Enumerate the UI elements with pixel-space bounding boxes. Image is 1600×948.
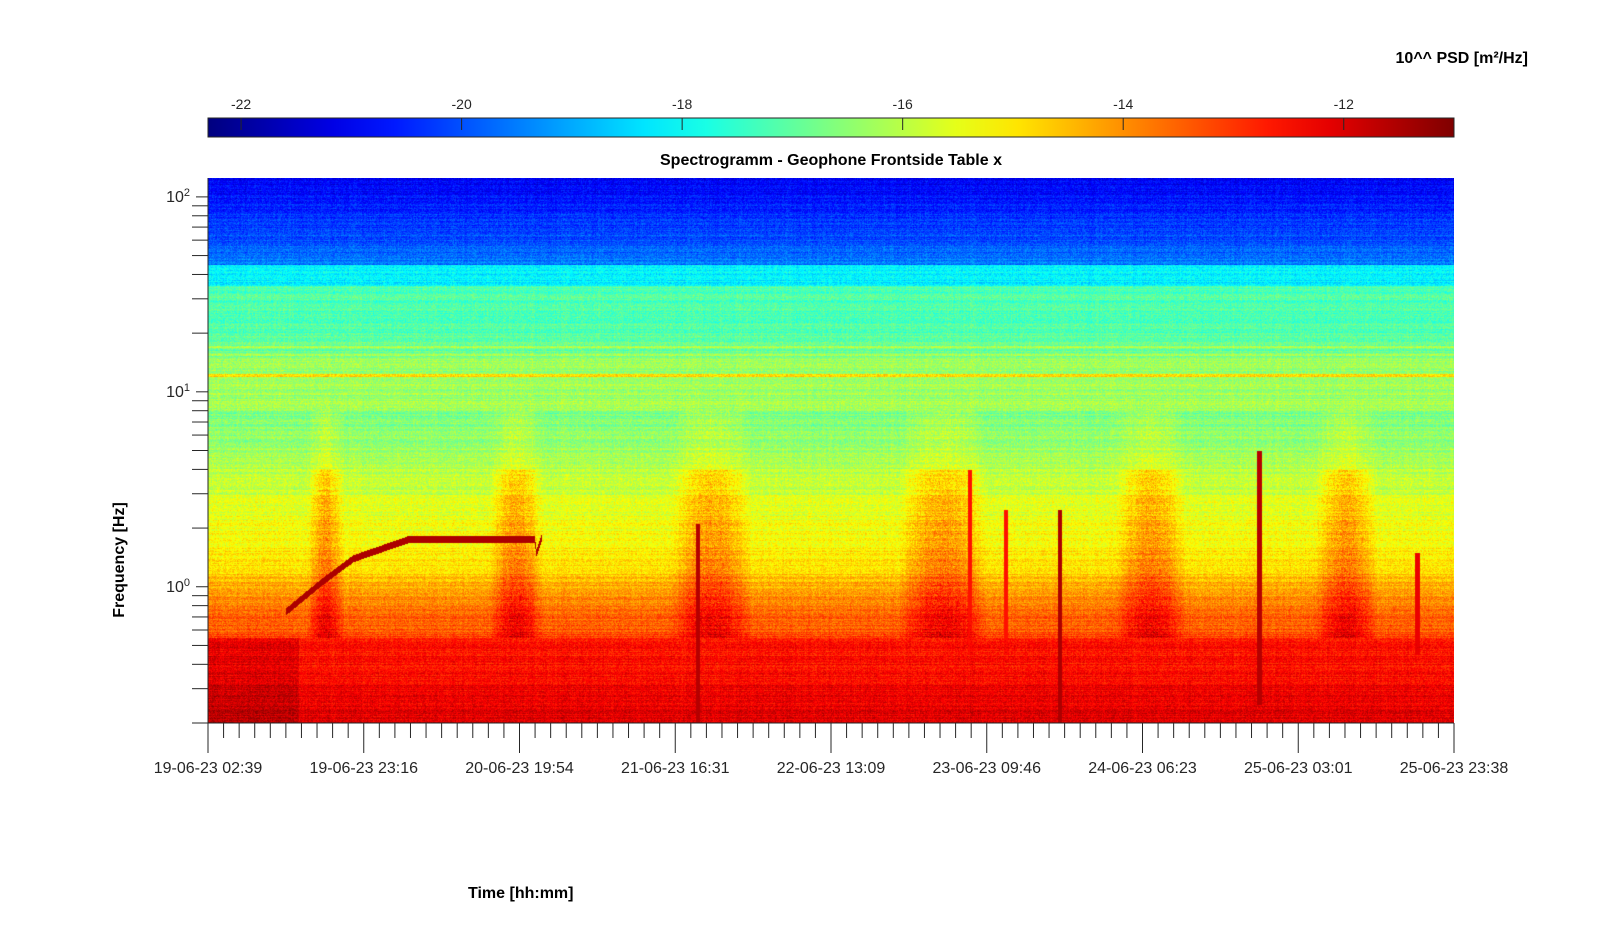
colorbar-tick-label: -16	[892, 96, 913, 112]
y-axis-label: Frequency [Hz]	[111, 502, 128, 618]
colorbar	[207, 117, 1455, 138]
colorbar-tick-label: -22	[230, 96, 252, 112]
x-tick-label: 25-06-23 03:01	[1243, 760, 1353, 777]
y-tick-label: 101	[166, 381, 190, 401]
x-tick-label: 23-06-23 09:46	[932, 760, 1042, 777]
y-axis-ticks	[192, 196, 208, 724]
y-tick-label: 102	[166, 186, 190, 206]
x-tick-label: 19-06-23 23:16	[309, 760, 419, 777]
colorbar-tick-label: -20	[451, 96, 472, 112]
colorbar-tick-label: -12	[1333, 96, 1354, 112]
x-tick-label: 20-06-23 19:54	[465, 760, 574, 777]
y-tick-label: 100	[166, 576, 190, 596]
x-axis-ticks	[207, 723, 1455, 753]
colorbar-tick-label: -14	[1113, 96, 1134, 112]
colorbar-ticks	[240, 118, 1345, 130]
spectrogram-plot	[208, 178, 1454, 723]
x-tick-label: 24-06-23 06:23	[1088, 760, 1197, 777]
x-axis-label: Time [hh:mm]	[468, 885, 574, 902]
x-tick-label: 21-06-23 16:31	[620, 760, 730, 777]
x-tick-label: 25-06-23 23:38	[1399, 760, 1509, 777]
colorbar-label: 10^^ PSD [m²/Hz]	[1395, 50, 1528, 67]
x-tick-label: 19-06-23 02:39	[153, 760, 263, 777]
colorbar-tick-label: -18	[672, 96, 693, 112]
chart-title: Spectrogramm - Geophone Frontside Table …	[660, 152, 1002, 169]
x-tick-label: 22-06-23 13:09	[776, 760, 886, 777]
